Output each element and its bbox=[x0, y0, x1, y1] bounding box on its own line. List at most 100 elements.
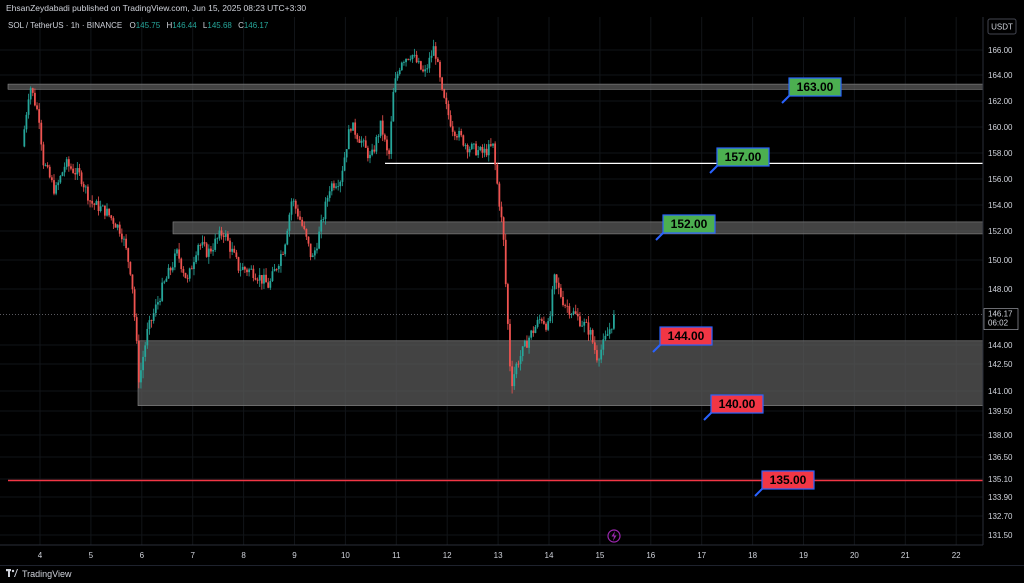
candle-body bbox=[383, 134, 386, 140]
time-tick-label: 6 bbox=[140, 551, 145, 560]
tradingview-logo[interactable]: TradingView bbox=[6, 569, 72, 579]
candle-body bbox=[50, 177, 53, 181]
candle-body bbox=[93, 203, 96, 205]
candle-body bbox=[286, 230, 289, 245]
current-price-badge[interactable] bbox=[983, 308, 1019, 330]
candle-body bbox=[521, 346, 524, 357]
candle-body bbox=[485, 148, 488, 156]
candle-body bbox=[108, 208, 111, 216]
level-label-text: 152.00 bbox=[671, 217, 708, 231]
candle-body bbox=[31, 88, 34, 93]
candle-body bbox=[150, 320, 153, 321]
candle-body bbox=[464, 144, 467, 146]
candle-body bbox=[326, 197, 329, 202]
candle-body bbox=[602, 339, 605, 350]
candle-body bbox=[528, 337, 530, 348]
chart-background bbox=[0, 17, 1024, 565]
candle-body bbox=[443, 89, 446, 98]
candle-body bbox=[260, 275, 263, 284]
candle-body bbox=[61, 172, 64, 176]
candle-body bbox=[80, 172, 83, 185]
candle-body bbox=[135, 317, 138, 341]
candle-body bbox=[386, 139, 388, 151]
candle-body bbox=[570, 314, 573, 315]
candle-body bbox=[74, 172, 77, 175]
candle-body bbox=[231, 248, 234, 252]
level-labels-layer: 163.00 157.00 152.00 144.00 140.00 135.00 bbox=[652, 77, 842, 497]
price-tick-label: 131.50 bbox=[988, 531, 1013, 540]
level-label-box[interactable] bbox=[659, 326, 713, 346]
candle-body bbox=[553, 274, 556, 290]
candle-body bbox=[296, 208, 299, 217]
candle-body bbox=[502, 217, 505, 240]
candle-body bbox=[294, 200, 297, 209]
candle-body bbox=[91, 200, 94, 204]
candle-body bbox=[218, 230, 221, 239]
candle-body bbox=[178, 249, 181, 259]
candle-body bbox=[137, 340, 140, 383]
candle-body bbox=[479, 146, 482, 151]
candle-body bbox=[447, 104, 450, 116]
currency-badge[interactable] bbox=[987, 18, 1017, 35]
svg-text:SOL / TetherUS · 1h · BINANCE: SOL / TetherUS · 1h · BINANCE O145.75 H1… bbox=[8, 21, 269, 30]
level-label-text: 157.00 bbox=[725, 150, 762, 164]
candle-body bbox=[394, 78, 397, 92]
candle-body bbox=[579, 316, 581, 327]
candle-body bbox=[415, 54, 418, 63]
candle-body bbox=[146, 328, 149, 346]
time-tick-label: 15 bbox=[595, 551, 604, 560]
candle-body bbox=[562, 296, 564, 306]
candle-body bbox=[133, 289, 136, 318]
candle-body bbox=[598, 359, 600, 361]
candle-body bbox=[345, 149, 348, 158]
candle-body bbox=[311, 255, 314, 258]
level-label-box[interactable] bbox=[662, 214, 716, 234]
candle-body bbox=[309, 243, 312, 258]
price-tick-label: 154.00 bbox=[988, 201, 1013, 210]
candle-body bbox=[248, 269, 251, 273]
close-value: 146.17 bbox=[244, 21, 269, 30]
zone-rect[interactable] bbox=[172, 221, 984, 235]
level-label-box[interactable] bbox=[716, 147, 770, 167]
level-label-box[interactable] bbox=[788, 77, 842, 97]
price-tick-label: 152.00 bbox=[988, 227, 1013, 236]
candle-body bbox=[34, 92, 36, 106]
candle-body bbox=[301, 219, 304, 226]
candle-body bbox=[513, 374, 516, 387]
lightning-icon[interactable] bbox=[607, 529, 621, 543]
candle-body bbox=[411, 55, 414, 60]
price-tick-label: 156.00 bbox=[988, 175, 1013, 184]
candle-body bbox=[27, 99, 30, 115]
level-label-box[interactable] bbox=[710, 394, 764, 414]
candle-body bbox=[589, 330, 592, 335]
candle-body bbox=[76, 168, 79, 175]
candle-body bbox=[201, 242, 204, 246]
level-label-box[interactable] bbox=[761, 470, 815, 490]
candle-body bbox=[543, 320, 545, 324]
time-axis[interactable]: 4 5 6 7 8 9 10 11 12 13 14 15 16 17 18 19 20 21 22 bbox=[38, 551, 961, 560]
candle-body bbox=[377, 136, 380, 138]
candle-body bbox=[229, 240, 231, 252]
candle-body bbox=[280, 254, 282, 266]
price-axis[interactable]: 166.00 164.00 162.00 160.00 158.00 156.00 154.… bbox=[988, 46, 1013, 540]
candle-body bbox=[99, 206, 102, 211]
candle-body bbox=[44, 165, 47, 166]
zone-rect[interactable] bbox=[137, 340, 984, 406]
candle-body bbox=[207, 248, 210, 257]
candle-body bbox=[212, 249, 214, 252]
candle-body bbox=[335, 186, 337, 188]
candle-body bbox=[307, 236, 310, 244]
candle-body bbox=[316, 248, 318, 251]
candle-body bbox=[222, 235, 225, 237]
candle-body bbox=[500, 206, 503, 218]
candle-body bbox=[551, 289, 554, 317]
candle-body bbox=[269, 281, 272, 288]
time-tick-label: 19 bbox=[799, 551, 808, 560]
candle-body bbox=[347, 129, 350, 150]
candle-body bbox=[110, 215, 113, 219]
candle-body bbox=[161, 282, 164, 301]
candle-body bbox=[566, 305, 569, 307]
candle-body bbox=[239, 269, 242, 271]
